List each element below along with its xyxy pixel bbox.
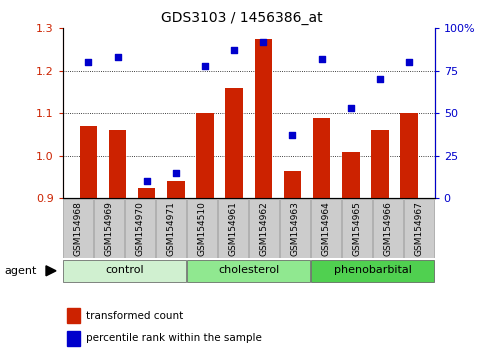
Text: GSM154971: GSM154971 — [167, 201, 176, 256]
FancyBboxPatch shape — [187, 199, 217, 258]
FancyBboxPatch shape — [126, 199, 155, 258]
FancyBboxPatch shape — [63, 260, 186, 282]
Text: control: control — [105, 265, 144, 275]
Point — [230, 47, 238, 53]
Bar — [80, 126, 97, 198]
Text: GSM154963: GSM154963 — [291, 201, 300, 256]
FancyBboxPatch shape — [280, 199, 310, 258]
Text: GSM154969: GSM154969 — [105, 201, 114, 256]
Bar — [371, 130, 389, 198]
Text: GSM154970: GSM154970 — [136, 201, 145, 256]
Text: percentile rank within the sample: percentile rank within the sample — [86, 333, 262, 343]
FancyBboxPatch shape — [63, 199, 93, 258]
Text: GSM154961: GSM154961 — [229, 201, 238, 256]
FancyBboxPatch shape — [249, 199, 279, 258]
FancyBboxPatch shape — [218, 199, 248, 258]
Text: GSM154968: GSM154968 — [74, 201, 83, 256]
Text: GDS3103 / 1456386_at: GDS3103 / 1456386_at — [161, 11, 322, 25]
Bar — [226, 88, 243, 198]
Text: agent: agent — [5, 266, 37, 276]
Bar — [67, 331, 80, 346]
Bar — [400, 113, 418, 198]
Bar — [196, 113, 214, 198]
Bar — [255, 39, 272, 198]
Point — [172, 170, 180, 176]
Point — [318, 56, 326, 62]
Text: GSM154965: GSM154965 — [353, 201, 362, 256]
FancyBboxPatch shape — [187, 260, 310, 282]
Text: GSM154962: GSM154962 — [260, 201, 269, 256]
FancyBboxPatch shape — [404, 199, 434, 258]
Point — [143, 178, 151, 184]
Point — [85, 59, 92, 65]
Text: GSM154510: GSM154510 — [198, 201, 207, 256]
Point — [347, 105, 355, 111]
Bar — [342, 152, 359, 198]
Bar — [138, 188, 156, 198]
Point — [201, 63, 209, 69]
Text: cholesterol: cholesterol — [218, 265, 279, 275]
Text: GSM154967: GSM154967 — [415, 201, 424, 256]
Text: GSM154966: GSM154966 — [384, 201, 393, 256]
Text: transformed count: transformed count — [86, 311, 183, 321]
FancyBboxPatch shape — [94, 199, 124, 258]
FancyBboxPatch shape — [312, 260, 434, 282]
Bar — [284, 171, 301, 198]
Bar — [313, 118, 330, 198]
Text: GSM154964: GSM154964 — [322, 201, 331, 256]
FancyBboxPatch shape — [312, 199, 341, 258]
Point — [289, 132, 297, 138]
FancyBboxPatch shape — [156, 199, 186, 258]
Bar — [167, 181, 185, 198]
Polygon shape — [46, 266, 56, 276]
FancyBboxPatch shape — [342, 199, 372, 258]
Point — [405, 59, 413, 65]
Point — [376, 76, 384, 82]
Bar — [67, 308, 80, 323]
Bar — [109, 130, 127, 198]
FancyBboxPatch shape — [373, 199, 403, 258]
Point — [259, 39, 267, 45]
Text: phenobarbital: phenobarbital — [334, 265, 412, 275]
Point — [114, 55, 121, 60]
